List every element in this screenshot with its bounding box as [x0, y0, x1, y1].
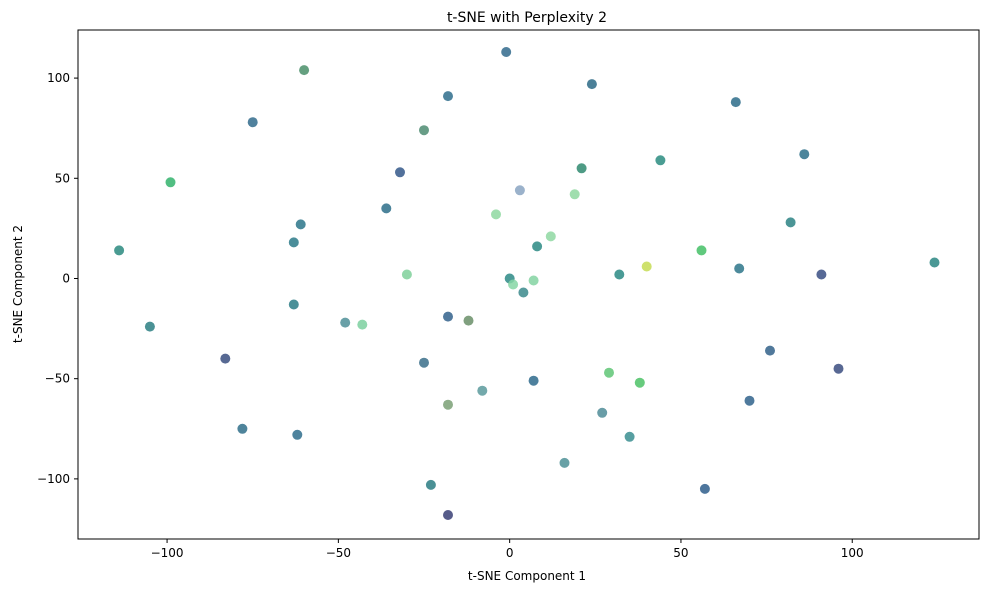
data-point	[699, 483, 710, 494]
data-point	[765, 345, 775, 356]
data-point	[816, 269, 827, 280]
data-point	[833, 363, 844, 374]
x-tick-label: 100	[841, 546, 864, 560]
data-point	[624, 431, 635, 442]
data-point	[144, 321, 155, 332]
y-tick-label: −100	[37, 472, 70, 486]
data-point	[597, 407, 608, 418]
chart-title: t-SNE with Perplexity 2	[447, 10, 607, 26]
data-point	[419, 125, 429, 136]
data-point	[586, 79, 597, 90]
data-point	[744, 395, 755, 406]
data-point	[734, 263, 745, 274]
data-point	[295, 219, 306, 230]
plot-frame	[77, 29, 980, 540]
data-point	[299, 65, 310, 76]
data-point	[528, 275, 539, 286]
data-point	[569, 189, 580, 200]
data-point	[288, 237, 299, 248]
data-point	[381, 203, 392, 214]
data-point	[655, 155, 666, 166]
data-point	[799, 149, 810, 160]
data-point	[508, 279, 519, 290]
data-point	[401, 269, 412, 280]
data-point	[641, 261, 652, 272]
x-axis-label: t-SNE Component 1	[468, 569, 586, 583]
data-point	[576, 163, 587, 174]
data-point	[247, 117, 258, 128]
y-tick-label: 50	[55, 171, 70, 185]
data-point	[696, 245, 707, 256]
points-layer	[114, 47, 940, 520]
data-point	[477, 385, 488, 396]
data-point	[528, 375, 539, 386]
data-point	[614, 269, 625, 280]
x-tick-label: 0	[506, 546, 514, 560]
data-point	[501, 47, 512, 57]
data-point	[545, 231, 556, 242]
data-point	[165, 177, 176, 188]
ticks-layer: −100 −50 0 50 100 −100 −50 0 50 100	[37, 71, 864, 560]
data-point	[532, 241, 543, 252]
x-tick-label: −50	[326, 546, 351, 560]
data-point	[443, 399, 453, 410]
data-point	[419, 357, 429, 368]
data-point	[340, 317, 351, 328]
data-point	[929, 257, 940, 268]
data-point	[425, 479, 436, 490]
data-point	[395, 167, 405, 178]
y-tick-label: −50	[45, 372, 70, 386]
data-point	[634, 377, 645, 388]
y-tick-label: 0	[62, 271, 70, 285]
data-point	[220, 353, 231, 364]
data-point	[491, 209, 501, 220]
data-point	[292, 429, 303, 440]
data-point	[443, 510, 453, 520]
data-point	[730, 97, 741, 108]
data-point	[514, 185, 525, 196]
data-point	[785, 217, 796, 228]
y-axis-label: t-SNE Component 2	[11, 225, 25, 343]
data-point	[114, 245, 125, 256]
data-point	[357, 319, 368, 330]
data-point	[288, 299, 299, 310]
x-tick-label: −100	[151, 546, 184, 560]
data-point	[518, 287, 529, 298]
x-tick-label: 50	[673, 546, 688, 560]
data-point	[463, 315, 474, 326]
data-point	[443, 91, 453, 102]
data-point	[443, 311, 453, 322]
data-point	[559, 457, 570, 468]
data-point	[604, 367, 614, 378]
y-tick-label: 100	[47, 71, 70, 85]
data-point	[237, 423, 248, 434]
